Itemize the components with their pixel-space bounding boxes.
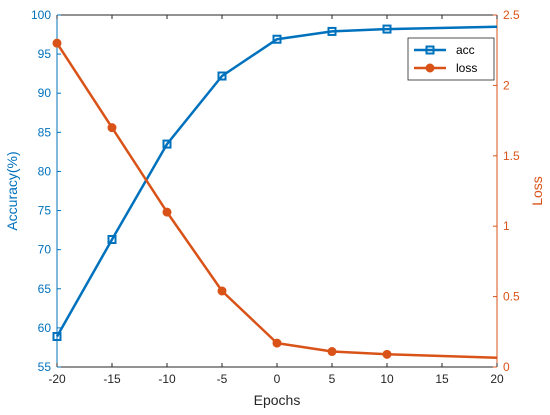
x-tick-label: -15	[103, 372, 121, 386]
right-y-tick-label: 0.5	[503, 290, 520, 304]
left-y-tick-label: 75	[38, 204, 52, 218]
left-y-axis-label: Accuracy(%)	[4, 151, 20, 230]
data-point-loss	[327, 347, 337, 357]
data-point-acc	[217, 71, 227, 81]
legend: acc loss	[407, 37, 495, 81]
series-line-acc	[55, 25, 498, 338]
data-point-loss	[52, 38, 62, 48]
right-y-tick-label: 1.5	[503, 149, 520, 163]
data-point-acc	[107, 234, 117, 244]
left-y-tick-label: 80	[38, 164, 52, 178]
left-y-tick-label: 90	[38, 86, 52, 100]
left-y-tick-label: 60	[38, 321, 52, 335]
legend-box	[407, 37, 495, 81]
data-point-loss	[382, 349, 392, 359]
x-tick-label: -10	[158, 372, 176, 386]
right-y-tick-label: 2	[503, 78, 510, 92]
x-tick-label: 5	[329, 372, 336, 386]
x-tick-label: -20	[48, 372, 66, 386]
data-point-acc	[327, 26, 337, 36]
x-tick-label: 15	[435, 372, 449, 386]
x-tick-label: -5	[217, 372, 228, 386]
legend-loss-label: loss	[456, 61, 477, 75]
data-point-acc	[272, 34, 282, 44]
legend-acc-marker	[425, 45, 435, 55]
x-tick-label: 10	[380, 372, 394, 386]
x-tick-label: 0	[274, 372, 281, 386]
left-y-tick-label: 55	[38, 360, 52, 374]
data-point-acc	[382, 24, 392, 34]
right-y-tick-label: 2.5	[503, 8, 520, 22]
left-y-tick-label: 95	[38, 47, 52, 61]
right-y-axis-label: Loss	[529, 176, 545, 206]
legend-acc-label: acc	[456, 43, 475, 57]
data-point-loss	[107, 123, 117, 133]
data-point-loss	[272, 338, 282, 348]
right-y-tick-label: 0	[503, 360, 510, 374]
data-point-loss	[162, 207, 172, 217]
legend-loss-marker	[425, 63, 435, 73]
left-y-tick-label: 65	[38, 282, 52, 296]
right-y-tick-label: 1	[503, 219, 510, 233]
left-y-tick-label: 85	[38, 125, 52, 139]
left-y-tick-label: 100	[31, 8, 51, 22]
series-line-loss	[55, 42, 498, 360]
data-point-acc	[52, 331, 62, 341]
left-y-tick-label: 70	[38, 243, 52, 257]
x-tick-label: 20	[490, 372, 504, 386]
data-point-acc	[162, 139, 172, 149]
x-axis-label: Epochs	[254, 392, 301, 408]
data-point-loss	[217, 286, 227, 296]
